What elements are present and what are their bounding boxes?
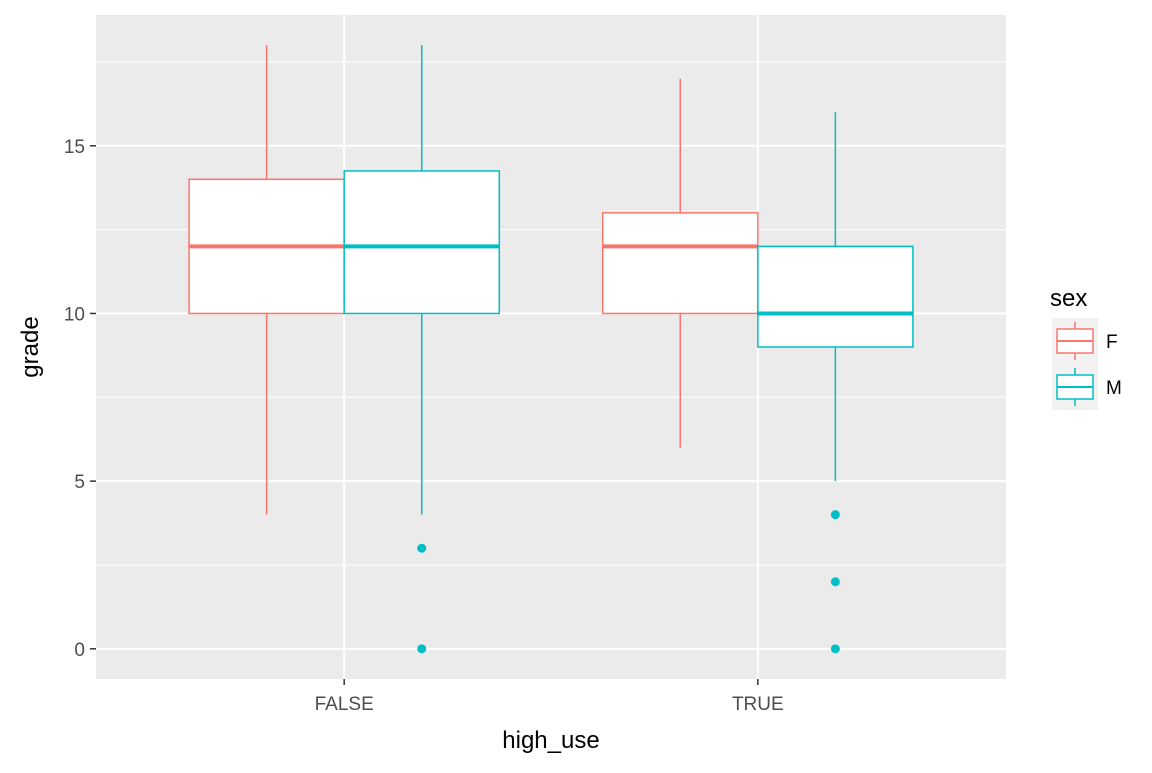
y-tick-label: 5 xyxy=(74,472,85,493)
legend-label: F xyxy=(1106,332,1118,353)
box-layer xyxy=(188,45,914,654)
legend-label: M xyxy=(1106,378,1122,399)
box-m-true xyxy=(757,112,914,654)
y-tick-label: 0 xyxy=(74,640,85,661)
y-axis-ticks: 0 5 10 15 xyxy=(64,137,96,661)
x-tick-label: TRUE xyxy=(732,694,784,715)
outlier-point xyxy=(830,577,840,587)
legend-item-m: M xyxy=(1052,364,1122,410)
outlier-point xyxy=(417,644,427,654)
outlier-point xyxy=(417,543,427,553)
outlier-point xyxy=(830,644,840,654)
legend-title: sex xyxy=(1050,285,1087,312)
box-iqr xyxy=(757,245,914,348)
box-f-true xyxy=(601,78,759,448)
legend-item-f: F xyxy=(1052,318,1118,364)
y-axis-title: grade xyxy=(17,316,44,377)
y-tick-label: 10 xyxy=(64,304,85,325)
x-axis-ticks: FALSE TRUE xyxy=(315,679,784,715)
y-tick-label: 15 xyxy=(64,137,85,158)
box-iqr xyxy=(343,170,501,315)
legend: sex F M xyxy=(1050,285,1122,410)
x-axis-title: high_use xyxy=(502,727,599,754)
x-tick-label: FALSE xyxy=(315,694,374,715)
box-f-false xyxy=(188,45,345,515)
box-iqr xyxy=(601,212,759,315)
box-m-false xyxy=(343,45,501,654)
outlier-point xyxy=(830,510,840,520)
